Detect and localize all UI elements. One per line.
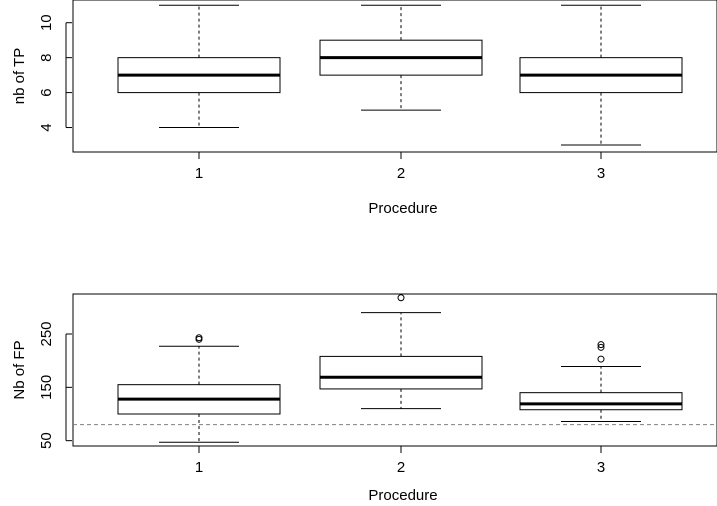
fp-x-axis-label: Procedure xyxy=(368,487,437,504)
outlier-point xyxy=(195,334,203,342)
tp-boxes xyxy=(117,4,683,146)
box-1 xyxy=(117,334,281,443)
box-3 xyxy=(519,341,683,422)
iqr-box xyxy=(319,355,483,390)
box-3 xyxy=(519,4,683,146)
x-tick-label: 1 xyxy=(195,459,203,476)
tp-y-ticks: 4 6 8 10 xyxy=(38,14,72,132)
fp-y-ticks: 50 150 250 xyxy=(38,321,72,449)
x-tick-label: 3 xyxy=(597,459,605,476)
iqr-box xyxy=(519,392,683,411)
plot-frame xyxy=(72,293,717,447)
y-tick-label: 50 xyxy=(38,432,55,449)
tp-y-axis-label: nb of TP xyxy=(11,48,28,104)
outlier-point xyxy=(397,294,405,302)
y-tick-label: 6 xyxy=(38,88,55,96)
fp-y-axis-label: Nb of FP xyxy=(11,340,28,399)
tp-boxplot-panel: 1 2 3 4 6 8 10 Procedure nb of TP xyxy=(11,0,717,217)
y-tick-label: 8 xyxy=(38,53,55,61)
x-tick-label: 1 xyxy=(195,165,203,182)
outlier-point xyxy=(597,341,605,349)
x-tick-label: 3 xyxy=(597,165,605,182)
x-tick-label: 2 xyxy=(397,459,405,476)
fp-boxes xyxy=(117,294,683,443)
y-tick-label: 250 xyxy=(38,321,55,346)
y-tick-label: 10 xyxy=(38,14,55,31)
x-tick-label: 2 xyxy=(397,165,405,182)
fp-boxplot-panel: 1 2 3 50 150 250 Procedure Nb of FP xyxy=(11,293,717,504)
outlier-point xyxy=(597,355,605,363)
box-1 xyxy=(117,4,281,129)
tp-x-ticks: 1 2 3 xyxy=(195,152,605,182)
fp-x-ticks: 1 2 3 xyxy=(195,446,605,476)
tp-x-axis-label: Procedure xyxy=(368,200,437,217)
box-2 xyxy=(319,4,483,111)
outlier-point xyxy=(597,343,605,351)
plot-frame xyxy=(72,0,717,153)
box-2 xyxy=(319,294,483,410)
y-tick-label: 150 xyxy=(38,375,55,400)
y-tick-label: 4 xyxy=(38,123,55,131)
